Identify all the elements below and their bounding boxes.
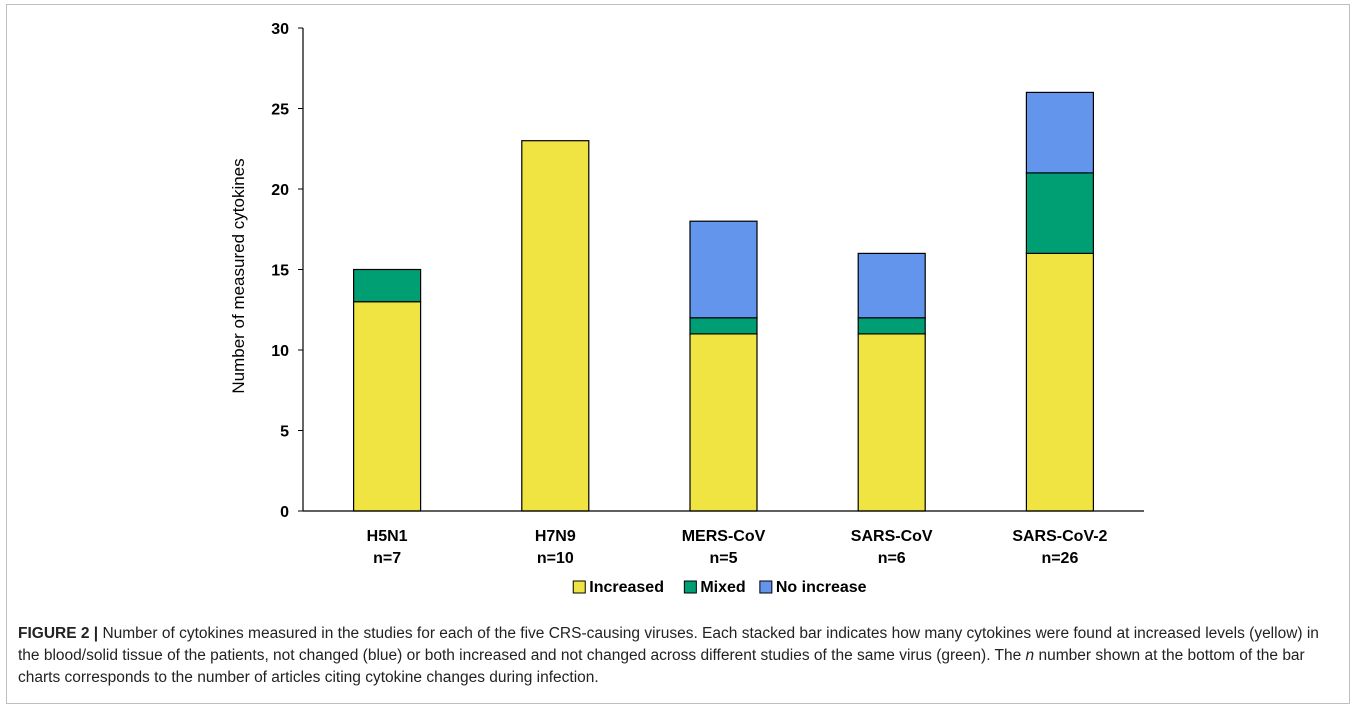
legend-swatch-0 — [572, 580, 586, 594]
legend: Increased Mixed No increase — [572, 579, 867, 596]
x-category-label-4: SARS-CoV-2 — [1012, 528, 1107, 545]
y-tick-label-1: 5 — [280, 424, 289, 441]
y-tick-label-3: 15 — [271, 263, 289, 280]
bar-segment-0-1 — [353, 268, 422, 303]
bar-segment-3-1 — [857, 317, 926, 335]
stacked-bar-chart: Number of measured cytokines 0 5 10 15 20 25 3… — [229, 21, 1144, 596]
bar-segment-2-2 — [689, 220, 758, 319]
bar-segment-4-0 — [1025, 252, 1095, 512]
y-tick-label-5: 25 — [271, 102, 289, 119]
x-category-sublabel-4: n=26 — [1041, 550, 1078, 567]
legend-swatch-1 — [683, 580, 697, 594]
caption-n-symbol: n — [1025, 647, 1035, 664]
figure-label: FIGURE 2 | — [18, 625, 99, 642]
x-category-label-2: MERS-CoV — [682, 528, 766, 545]
x-labels-layer: H5N1 n=7 H7N9 n=10 MERS-CoV n=5 SARS-CoV n=6 SAR… — [367, 528, 1108, 567]
bar-segment-2-1 — [689, 317, 758, 335]
bar-segment-0-0 — [353, 301, 422, 512]
y-tick-label-2: 10 — [271, 343, 289, 360]
caption-text-part-2: number shown at the bottom of the bar ch… — [18, 647, 1305, 686]
legend-label-2: No increase — [776, 579, 867, 596]
caption-text-part-1: Number of cytokines measured in the stud… — [18, 625, 1319, 664]
bar-segment-2-0 — [689, 333, 758, 512]
legend-label-0: Increased — [589, 579, 664, 596]
x-category-label-0: H5N1 — [367, 528, 408, 545]
legend-swatch-2 — [759, 580, 773, 594]
figure-caption: FIGURE 2 | Number of cytokines measured … — [18, 623, 1338, 689]
figure-frame — [6, 4, 1350, 704]
y-axis-label-group: Number of measured cytokines — [229, 158, 248, 393]
legend-label-1: Mixed — [700, 579, 745, 596]
bar-segment-3-0 — [857, 333, 926, 512]
y-ticks-layer: 0 5 10 15 20 25 30 — [271, 21, 303, 521]
axes-layer — [302, 28, 1144, 512]
x-category-label-1: H7N9 — [535, 528, 576, 545]
x-category-sublabel-1: n=10 — [537, 550, 574, 567]
y-tick-label-4: 20 — [271, 182, 289, 199]
y-tick-label-0: 0 — [280, 504, 289, 521]
y-axis-label: Number of measured cytokines — [229, 158, 248, 393]
bar-segment-4-1 — [1025, 172, 1095, 254]
bar-segment-1-0 — [521, 140, 590, 512]
x-category-label-3: SARS-CoV — [851, 528, 933, 545]
x-category-sublabel-3: n=6 — [878, 550, 906, 567]
y-tick-label-6: 30 — [271, 21, 289, 38]
bars-layer — [353, 91, 1095, 512]
bar-segment-4-2 — [1025, 91, 1095, 174]
x-category-sublabel-0: n=7 — [373, 550, 401, 567]
x-category-sublabel-2: n=5 — [709, 550, 737, 567]
bar-segment-3-2 — [857, 252, 926, 319]
